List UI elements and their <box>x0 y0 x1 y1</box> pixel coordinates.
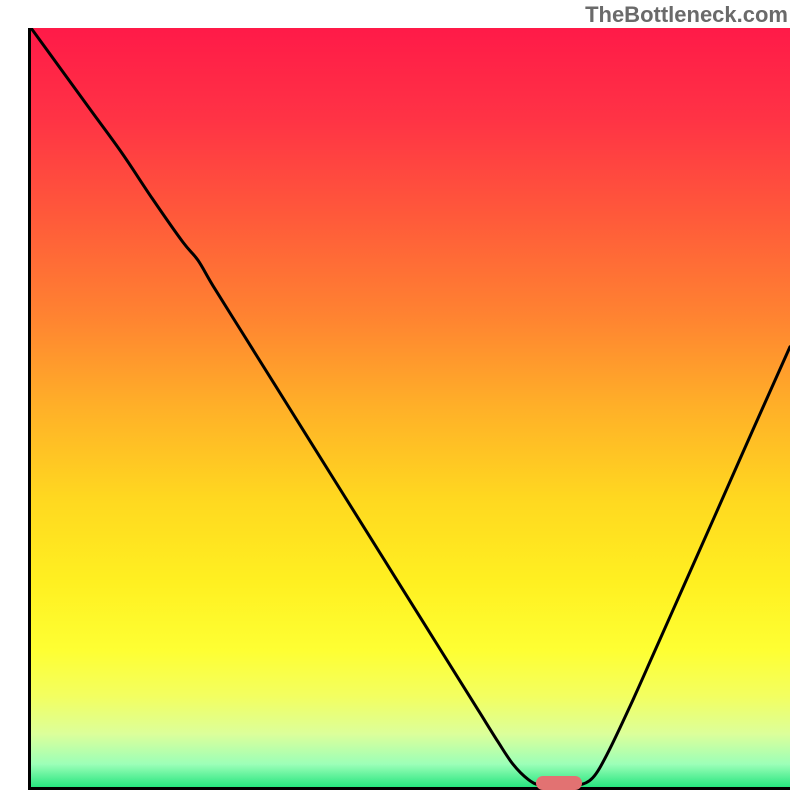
chart-curve-svg <box>31 28 790 787</box>
watermark-text: TheBottleneck.com <box>585 2 788 28</box>
chart-plot-area <box>28 28 790 790</box>
chart-highlight-marker <box>536 776 582 790</box>
chart-curve-path <box>31 28 790 786</box>
